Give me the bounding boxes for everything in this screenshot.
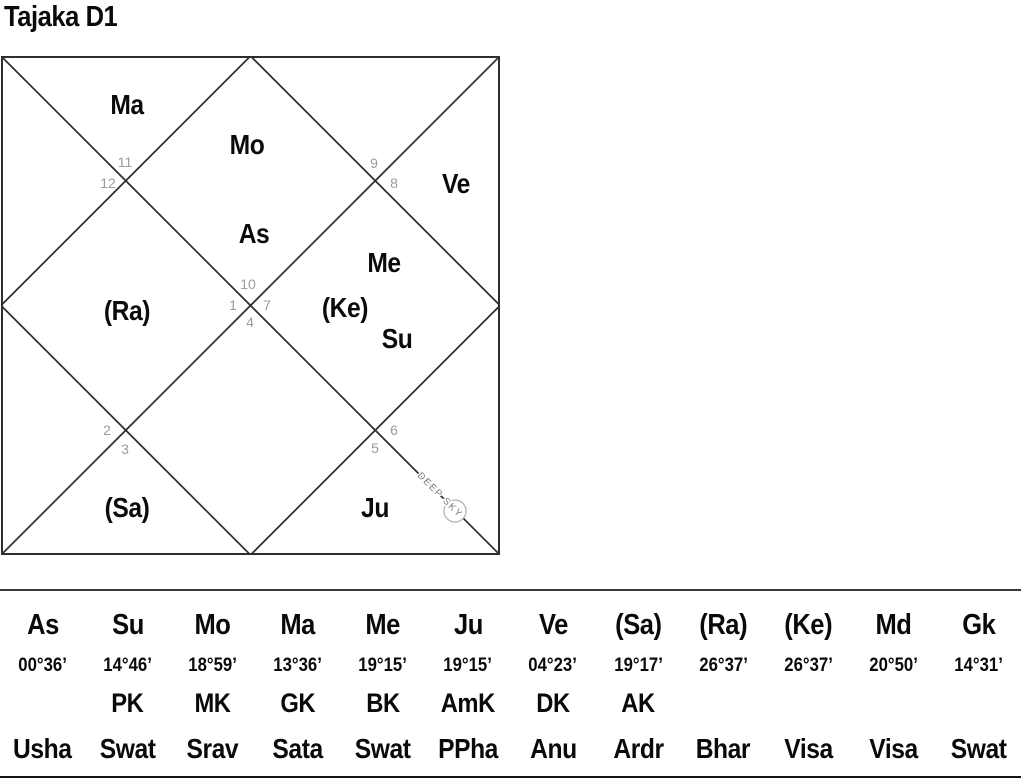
house-number-8: 8 bbox=[390, 175, 398, 191]
chart-planet-as: As bbox=[238, 218, 270, 249]
planet-nakshatra: PPha bbox=[438, 733, 498, 764]
planet-degree: 19°15’ bbox=[358, 655, 408, 676]
planet-degree: 13°36’ bbox=[273, 655, 323, 676]
page-title: Tajaka D1 bbox=[4, 1, 118, 33]
tajaka-d1-chart: DEEP SKY Ma Mo As Ve Me (Ke) Su (Ra) (Sa… bbox=[1, 56, 500, 555]
chart-planet-sa: (Sa) bbox=[104, 492, 150, 523]
planet-abbr: Ve bbox=[538, 608, 568, 641]
planet-detail-table: As 00°36’ Usha Su 14°46’ PK Swat Mo 18°5… bbox=[0, 589, 1021, 778]
planet-karaka: AK bbox=[621, 687, 655, 718]
planet-nakshatra: Srav bbox=[186, 733, 239, 764]
planet-abbr: (Ke) bbox=[784, 608, 833, 641]
planet-karaka: GK bbox=[280, 687, 316, 718]
planet-degree: 26°37’ bbox=[784, 655, 833, 676]
planet-nakshatra: Anu bbox=[529, 733, 577, 764]
house-number-6: 6 bbox=[390, 422, 398, 438]
deepsky-logo-circle bbox=[443, 499, 467, 523]
planet-column-mo: Mo 18°59’ MK Srav bbox=[170, 599, 255, 776]
chart-lines: DEEP SKY bbox=[1, 56, 500, 555]
planet-degree: 18°59’ bbox=[188, 655, 237, 676]
planet-abbr: (Ra) bbox=[699, 608, 748, 641]
planet-abbr: Ma bbox=[280, 608, 316, 641]
house-number-10: 10 bbox=[240, 276, 256, 292]
planet-nakshatra: Visa bbox=[784, 733, 833, 764]
planet-abbr: Ju bbox=[453, 608, 483, 641]
planet-abbr: Gk bbox=[961, 608, 996, 641]
house-number-1: 1 bbox=[229, 297, 237, 313]
planet-degree: 14°31’ bbox=[954, 655, 1003, 676]
planet-column-md: Md 20°50’ Visa bbox=[851, 599, 936, 776]
planet-karaka: AmK bbox=[440, 687, 496, 718]
chart-planet-ra: (Ra) bbox=[103, 295, 151, 326]
house-number-7: 7 bbox=[263, 297, 271, 313]
planet-nakshatra: Bhar bbox=[696, 733, 751, 764]
planet-degree: 26°37’ bbox=[698, 655, 748, 676]
house-number-2: 2 bbox=[103, 422, 111, 438]
planet-column-gk: Gk 14°31’ Swat bbox=[936, 599, 1021, 776]
planet-nakshatra: Ardr bbox=[612, 733, 664, 764]
planet-nakshatra: Swat bbox=[99, 733, 156, 764]
planet-nakshatra: Visa bbox=[869, 733, 918, 764]
chart-planet-ve: Ve bbox=[442, 168, 470, 199]
planet-column-su: Su 14°46’ PK Swat bbox=[85, 599, 170, 776]
planet-karaka: DK bbox=[536, 687, 570, 718]
planet-column-ju: Ju 19°15’ AmK PPha bbox=[425, 599, 510, 776]
chart-planet-me: Me bbox=[367, 247, 401, 278]
planet-column-ke: (Ke) 26°37’ Visa bbox=[766, 599, 851, 776]
planet-degree: 04°23’ bbox=[528, 655, 578, 676]
chart-planet-ju: Ju bbox=[361, 492, 389, 523]
chart-planet-ke: (Ke) bbox=[321, 292, 369, 323]
house-number-5: 5 bbox=[371, 440, 379, 456]
house-number-3: 3 bbox=[121, 441, 129, 457]
house-number-12: 12 bbox=[100, 175, 116, 191]
planet-abbr: As bbox=[26, 608, 59, 641]
planet-column-ra: (Ra) 26°37’ Bhar bbox=[681, 599, 766, 776]
deepsky-watermark-text: DEEP SKY bbox=[415, 470, 465, 520]
planet-column-ve: Ve 04°23’ DK Anu bbox=[511, 599, 596, 776]
planet-abbr: Mo bbox=[194, 608, 231, 641]
planet-nakshatra: Sata bbox=[272, 733, 324, 764]
planet-abbr: Su bbox=[111, 608, 144, 641]
planet-abbr: Md bbox=[875, 608, 912, 641]
house-number-4: 4 bbox=[246, 314, 254, 330]
planet-degree: 00°36’ bbox=[18, 655, 67, 676]
planet-column-sa: (Sa) 19°17’ AK Ardr bbox=[596, 599, 681, 776]
chart-planet-ma: Ma bbox=[110, 89, 144, 120]
planet-karaka: BK bbox=[366, 687, 400, 718]
chart-grid bbox=[1, 56, 500, 555]
planet-nakshatra: Swat bbox=[354, 733, 411, 764]
planet-nakshatra: Usha bbox=[13, 733, 72, 764]
planet-nakshatra: Swat bbox=[950, 733, 1007, 764]
planet-column-ma: Ma 13°36’ GK Sata bbox=[255, 599, 340, 776]
planet-degree: 20°50’ bbox=[869, 655, 918, 676]
planet-abbr: (Sa) bbox=[614, 608, 662, 641]
planet-karaka: MK bbox=[194, 687, 232, 718]
chart-planet-su: Su bbox=[381, 323, 413, 354]
planet-column-as: As 00°36’ Usha bbox=[0, 599, 85, 776]
house-number-9: 9 bbox=[370, 155, 378, 171]
planet-degree: 19°17’ bbox=[613, 655, 663, 676]
planet-degree: 19°15’ bbox=[443, 655, 493, 676]
planet-column-me: Me 19°15’ BK Swat bbox=[340, 599, 425, 776]
chart-planet-mo: Mo bbox=[229, 129, 265, 160]
house-number-11: 11 bbox=[117, 154, 133, 170]
planet-karaka: PK bbox=[111, 687, 145, 718]
planet-degree: 14°46’ bbox=[103, 655, 152, 676]
planet-abbr: Me bbox=[365, 608, 401, 641]
